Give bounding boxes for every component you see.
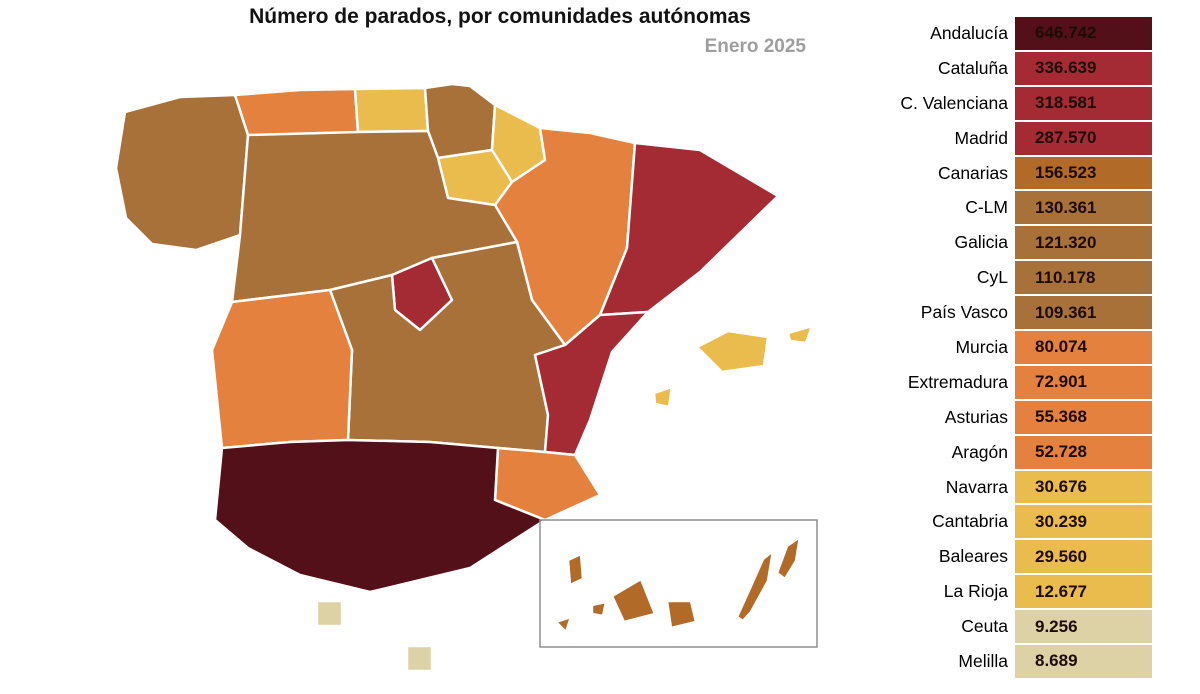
canary-inset-box: [539, 519, 818, 648]
spain-choropleth-map: [114, 82, 818, 673]
region-value-badge: 55.368: [1015, 400, 1152, 434]
region-label: País Vasco: [920, 302, 1008, 323]
region-canarias-la-gomera: [590, 600, 608, 618]
region-value-badge: 110.178: [1015, 261, 1152, 295]
region-cataluna: [598, 141, 780, 317]
region-value-badge: 80.074: [1015, 331, 1152, 364]
region-value-badge: 109.361: [1015, 296, 1152, 330]
region-canarias-lanzarote: [775, 535, 802, 581]
region-canarias-el-hierro: [554, 615, 573, 634]
region-label: Galicia: [954, 232, 1009, 253]
region-canarias-la-palma: [566, 552, 585, 587]
region-value-badge: 52.728: [1015, 435, 1152, 469]
legend-row: Extremadura 72.901: [878, 365, 1152, 399]
region-canarias-gran-canaria: [665, 599, 698, 630]
region-label: Cataluña: [937, 57, 1008, 78]
legend-row: Canarias 156.523: [878, 156, 1152, 190]
region-value-badge: 12.677: [1015, 575, 1152, 609]
region-galicia: [114, 93, 250, 252]
region-value-badge: 318.581: [1015, 86, 1152, 120]
region-value-badge: 121.320: [1015, 226, 1152, 260]
region-label: Baleares: [938, 546, 1008, 567]
region-value-badge: 8.689: [1015, 645, 1152, 678]
region-value-badge: 336.639: [1015, 51, 1152, 85]
region-extremadura: [210, 288, 354, 450]
region-ceuta: [315, 599, 344, 628]
region-label: Murcia: [955, 336, 1008, 357]
region-canarias-fuerteventura: [735, 549, 775, 623]
legend-row: Andalucía 646.742: [878, 17, 1152, 50]
region-value-badge: 72.901: [1015, 365, 1152, 399]
region-label: Aragón: [951, 441, 1008, 462]
legend-row: Murcia 80.074: [878, 331, 1152, 364]
region-andalucia: [213, 438, 547, 594]
region-melilla: [405, 644, 434, 673]
region-label: Cantabria: [932, 511, 1008, 532]
legend-row: CyL 110.178: [878, 261, 1152, 295]
legend-row: Cantabria 30.239: [878, 505, 1152, 539]
region-baleares-mallorca: [695, 329, 770, 374]
legend-row: Navarra 30.676: [878, 470, 1152, 504]
legend-row: C. Valenciana 318.581: [878, 86, 1152, 120]
region-value-badge: 29.560: [1015, 540, 1152, 574]
legend-row: Madrid 287.570: [878, 121, 1152, 155]
page-title: Número de parados, por comunidades autón…: [249, 5, 751, 28]
region-label: Canarias: [937, 162, 1008, 183]
region-pais-vasco: [423, 82, 497, 160]
region-value-badge: 287.570: [1015, 121, 1152, 155]
region-label: C-LM: [965, 197, 1008, 218]
legend-row: Baleares 29.560: [878, 540, 1152, 574]
region-c-valenciana: [533, 310, 650, 457]
ranked-legend: Andalucía 646.742 Cataluña 336.639 C. Va…: [878, 17, 1152, 680]
region-canarias-tenerife: [610, 577, 657, 624]
region-label: Asturias: [944, 406, 1008, 427]
region-label: Ceuta: [961, 616, 1008, 637]
region-value-badge: 130.361: [1015, 191, 1152, 225]
legend-row: País Vasco 109.361: [878, 296, 1152, 330]
legend-row: Ceuta 9.256: [878, 610, 1152, 644]
region-baleares-menorca: [786, 324, 814, 345]
legend-row: Aragón 52.728: [878, 435, 1152, 469]
legend-row: Melilla 8.689: [878, 645, 1152, 678]
region-value-badge: 156.523: [1015, 156, 1152, 190]
region-baleares-ibiza: [652, 385, 674, 409]
region-label: Navarra: [945, 476, 1008, 497]
region-value-badge: 30.239: [1015, 505, 1152, 539]
region-label: C. Valenciana: [900, 92, 1008, 113]
legend-row: La Rioja 12.677: [878, 575, 1152, 609]
date-subtitle: Enero 2025: [704, 36, 806, 57]
legend-row: Cataluña 336.639: [878, 51, 1152, 85]
region-value-badge: 9.256: [1015, 610, 1152, 644]
region-label: Melilla: [958, 650, 1008, 671]
region-label: CyL: [976, 267, 1008, 288]
region-label: Madrid: [954, 127, 1009, 148]
legend-row: Galicia 121.320: [878, 226, 1152, 260]
region-label: Extremadura: [907, 371, 1008, 392]
region-label: La Rioja: [943, 581, 1008, 602]
region-value-badge: 30.676: [1015, 470, 1152, 504]
legend-row: C-LM 130.361: [878, 191, 1152, 225]
region-label: Andalucía: [930, 22, 1008, 43]
region-cantabria: [353, 86, 430, 134]
region-value-badge: 646.742: [1015, 17, 1152, 50]
legend-row: Asturias 55.368: [878, 400, 1152, 434]
